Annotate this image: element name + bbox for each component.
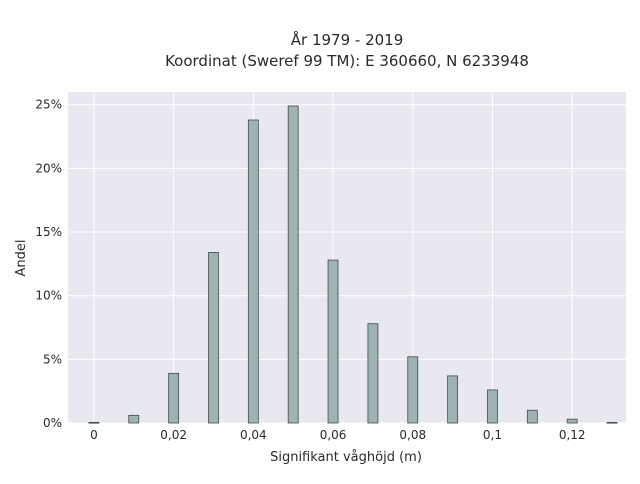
histogram-bar [566,418,578,424]
y-tick-label: 15% [35,225,62,239]
histogram-bar [287,105,299,424]
histogram-bar [128,414,140,424]
histogram-bar [247,119,259,424]
y-tick-label: 0% [43,416,62,430]
histogram-bar [367,323,379,424]
chart-title-line2: Koordinat (Sweref 99 TM): E 360660, N 62… [165,52,529,70]
y-tick-label: 20% [35,161,62,175]
x-tick-label: 0,12 [559,428,586,442]
histogram-bar [168,372,180,424]
chart-title-line1: År 1979 - 2019 [291,30,404,49]
histogram-bar [526,409,538,424]
y-tick-label: 5% [43,352,62,366]
x-tick-label: 0,06 [320,428,347,442]
bars [88,105,618,424]
x-tick-label: 0,02 [160,428,187,442]
histogram-bar [487,389,498,424]
x-tick-label: 0 [90,428,98,442]
x-tick-label: 0,04 [240,428,267,442]
y-tick-label: 10% [35,289,62,303]
histogram-bar [88,421,100,424]
histogram-bar [447,375,459,424]
y-tick-label: 25% [35,98,62,112]
x-tick-label: 0,08 [399,428,426,442]
grid-lines [68,92,626,424]
histogram-bar [407,356,419,424]
histogram-bar [606,421,618,424]
x-axis-label: Signifikant våghöjd (m) [270,450,422,465]
histogram-bar [327,259,339,424]
histogram-bar [208,252,219,424]
tick-labels: 0 0,02 0,04 0,06 0,08 0,1 0,12 0% 5% 10% 15% 20% 25% [35,98,585,442]
plot-area [68,92,626,423]
x-tick-label: 0,1 [483,428,502,442]
y-axis-label: Andel [14,240,29,277]
